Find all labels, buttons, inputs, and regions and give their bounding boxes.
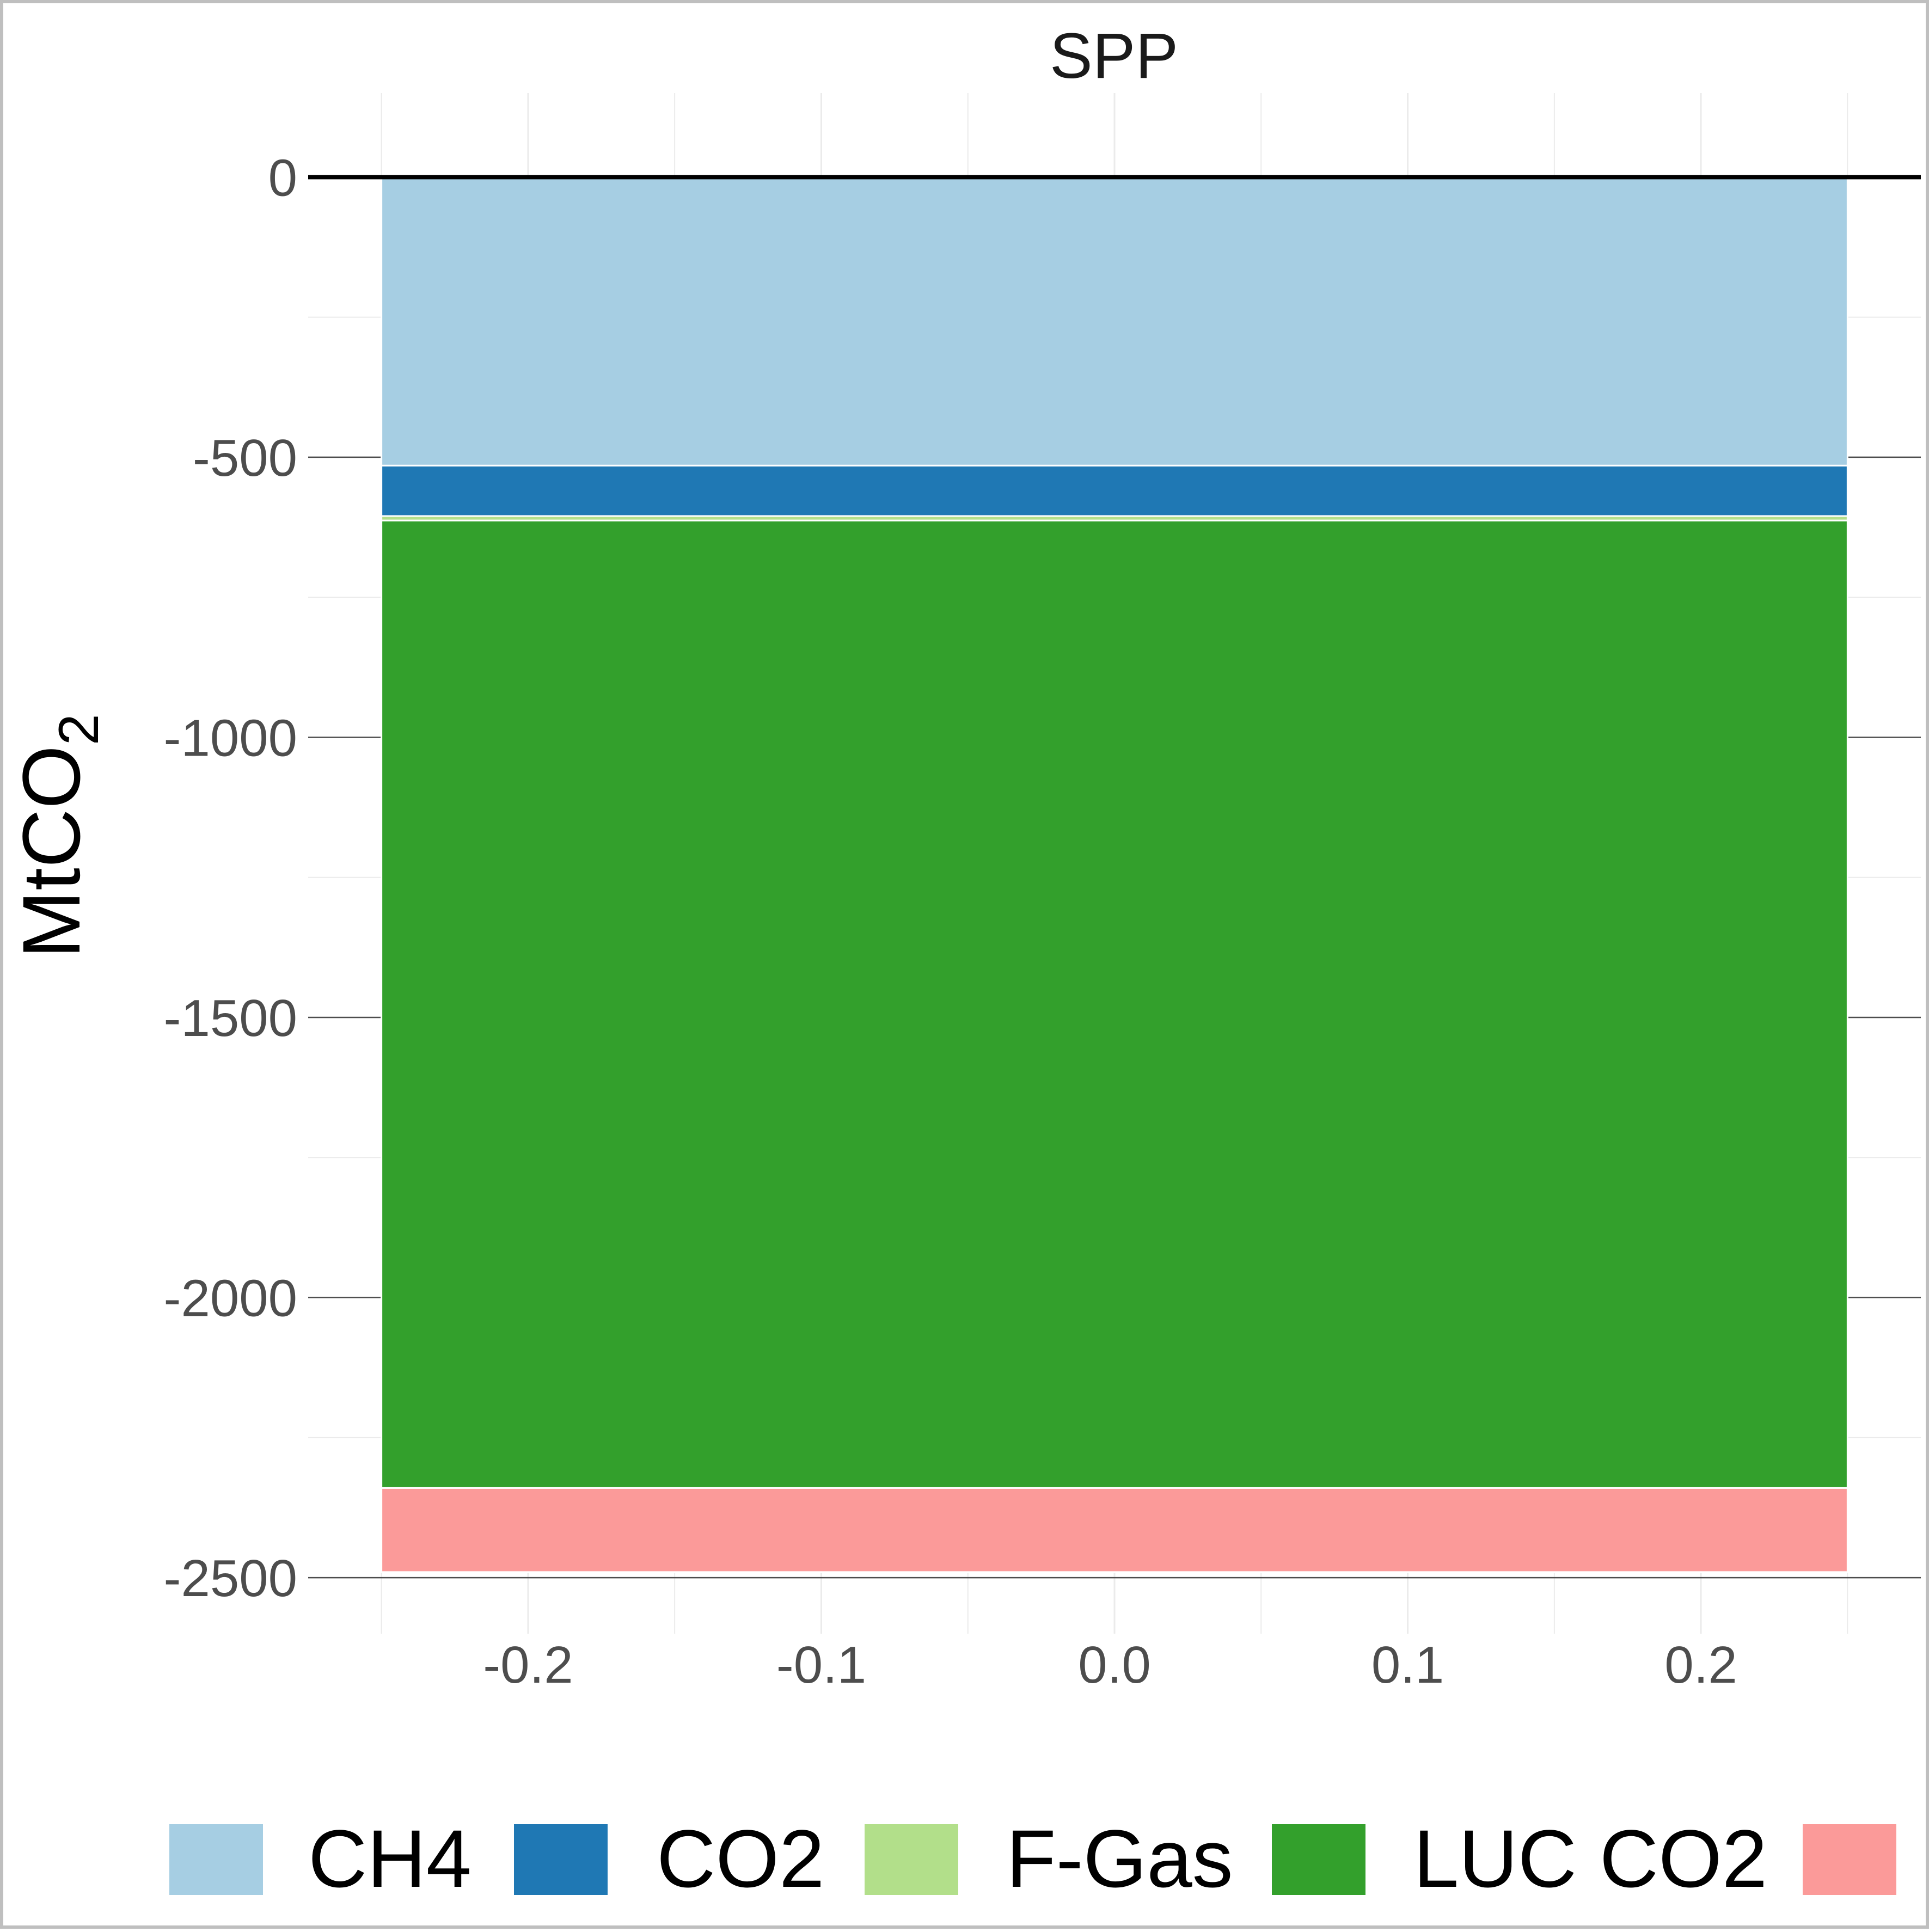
facet-title: SPP xyxy=(1050,20,1178,92)
stacked-bar-chart: SPP 0 -500 -1000 -1500 -2000 -2500 -0.2 -0.1 0.… xyxy=(5,20,1921,1904)
y-axis-label-main: MtCO xyxy=(5,745,97,959)
y-tick-label: 0 xyxy=(268,149,297,207)
bar-segment-series-5 xyxy=(381,1487,1848,1573)
legend-swatch xyxy=(1803,1824,1896,1895)
legend-label: F-Gas xyxy=(1006,1813,1233,1904)
legend-swatch xyxy=(169,1824,263,1895)
legend-label: CO2 xyxy=(657,1813,824,1904)
legend-swatch xyxy=(865,1824,958,1895)
legend-swatch xyxy=(1272,1824,1365,1895)
bar-segment-luc-co2 xyxy=(381,519,1848,1489)
legend-label: LUC CO2 xyxy=(1413,1813,1767,1904)
x-axis-ticks: -0.2 -0.1 0.0 0.1 0.2 xyxy=(483,1636,1737,1694)
y-tick-label: -2000 xyxy=(163,1269,297,1328)
y-tick-label: -1000 xyxy=(163,709,297,767)
bar-segments xyxy=(381,176,1848,1573)
x-tick-label: -0.2 xyxy=(483,1636,573,1694)
y-tick-label: -500 xyxy=(193,429,297,487)
x-tick-label: -0.1 xyxy=(776,1636,866,1694)
y-tick-label: -1500 xyxy=(163,989,297,1047)
bar-segment-ch4 xyxy=(381,176,1848,467)
y-axis-ticks: 0 -500 -1000 -1500 -2000 -2500 xyxy=(163,149,297,1608)
legend: CH4 CO2 F-Gas LUC CO2 xyxy=(169,1813,1896,1904)
bar-segment-co2 xyxy=(381,464,1848,517)
legend-swatch xyxy=(514,1824,608,1895)
y-tick-label: -2500 xyxy=(163,1549,297,1608)
x-tick-label: 0.0 xyxy=(1078,1636,1150,1694)
y-axis-label-subscript: 2 xyxy=(47,714,111,745)
x-tick-label: 0.2 xyxy=(1664,1636,1737,1694)
x-tick-label: 0.1 xyxy=(1371,1636,1444,1694)
legend-label: CH4 xyxy=(308,1813,471,1904)
y-axis-label: MtCO2 xyxy=(5,714,111,958)
